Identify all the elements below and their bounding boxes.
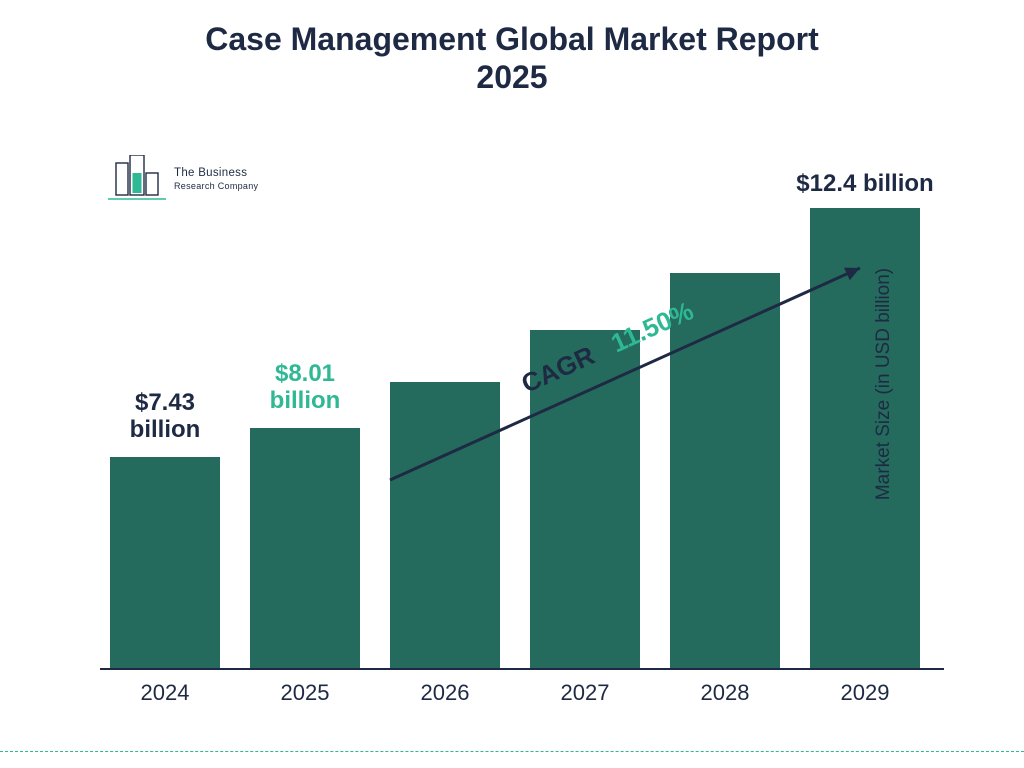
- x-label-2025: 2025: [250, 680, 360, 706]
- y-axis-label: Market Size (in USD billion): [873, 268, 895, 500]
- value-label-2025: $8.01billion: [242, 360, 368, 415]
- x-label-2028: 2028: [670, 680, 780, 706]
- x-label-2026: 2026: [390, 680, 500, 706]
- bottom-dashed-rule: [0, 751, 1024, 752]
- x-label-2024: 2024: [110, 680, 220, 706]
- x-label-2029: 2029: [810, 680, 920, 706]
- title-line-1: Case Management Global Market Report: [0, 20, 1024, 58]
- value-label-2024: $7.43billion: [102, 389, 228, 444]
- x-label-2027: 2027: [530, 680, 640, 706]
- value-label-2029: $12.4 billion: [784, 170, 946, 198]
- chart-title: Case Management Global Market Report 202…: [0, 20, 1024, 97]
- title-line-2: 2025: [0, 58, 1024, 96]
- page-root: Case Management Global Market Report 202…: [0, 0, 1024, 768]
